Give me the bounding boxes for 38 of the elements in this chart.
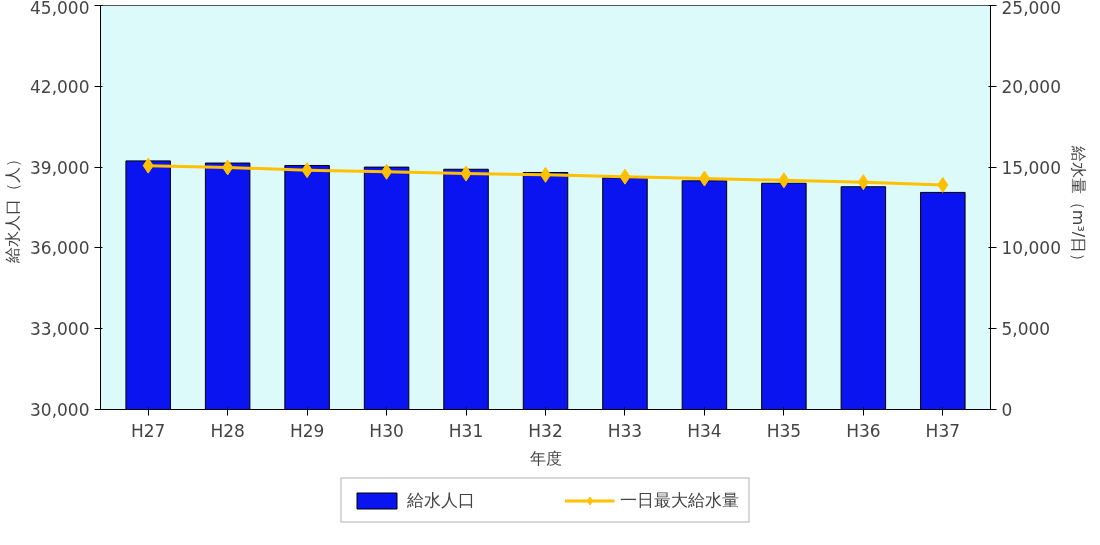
x-tick-label: H30 <box>369 420 404 441</box>
point <box>222 159 234 176</box>
x-tick-label: H28 <box>210 420 245 441</box>
point <box>381 163 393 180</box>
y-axis-title: 給水人口（人） <box>3 151 23 265</box>
x-tick-label: H27 <box>130 420 166 441</box>
legend-label: 給水人口 <box>406 488 475 512</box>
legend-label: 一日最大給水量 <box>619 488 739 512</box>
y-tick-label: 36,000 <box>30 238 90 259</box>
x-tick-label: H36 <box>846 420 881 441</box>
x-tick-label: H32 <box>528 420 563 441</box>
x-axis-title: 年度 <box>529 448 562 468</box>
y2-tick-label: 10,000 <box>1001 238 1061 259</box>
y-tick-label: 45,000 <box>30 0 90 18</box>
y-tick-label: 30,000 <box>30 400 90 420</box>
x-tick-label: H37 <box>925 420 961 441</box>
x-tick-label: H35 <box>766 420 802 441</box>
point <box>460 165 472 182</box>
x-tick-label: H34 <box>687 420 722 441</box>
y2-tick-label: 5,000 <box>1001 319 1051 340</box>
y-tick-label: 39,000 <box>30 157 90 178</box>
y2-axis-title: 給水量（m³/日） <box>1068 144 1088 270</box>
x-tick-label: H31 <box>448 420 484 441</box>
y-tick-label: 33,000 <box>30 319 90 340</box>
y2-tick-label: 20,000 <box>1001 76 1061 97</box>
point <box>857 174 869 191</box>
x-tick-label: H29 <box>289 420 325 441</box>
y2-tick-label: 25,000 <box>1001 0 1061 18</box>
point <box>698 170 710 187</box>
y-tick-label: 42,000 <box>30 76 90 97</box>
point <box>619 168 631 185</box>
y2-tick-label: 0 <box>1001 400 1013 420</box>
x-tick-label: H33 <box>607 420 643 441</box>
point <box>142 157 154 174</box>
y2-tick-label: 15,000 <box>1001 157 1061 178</box>
point <box>937 176 949 193</box>
point <box>778 172 790 189</box>
point <box>301 162 313 179</box>
